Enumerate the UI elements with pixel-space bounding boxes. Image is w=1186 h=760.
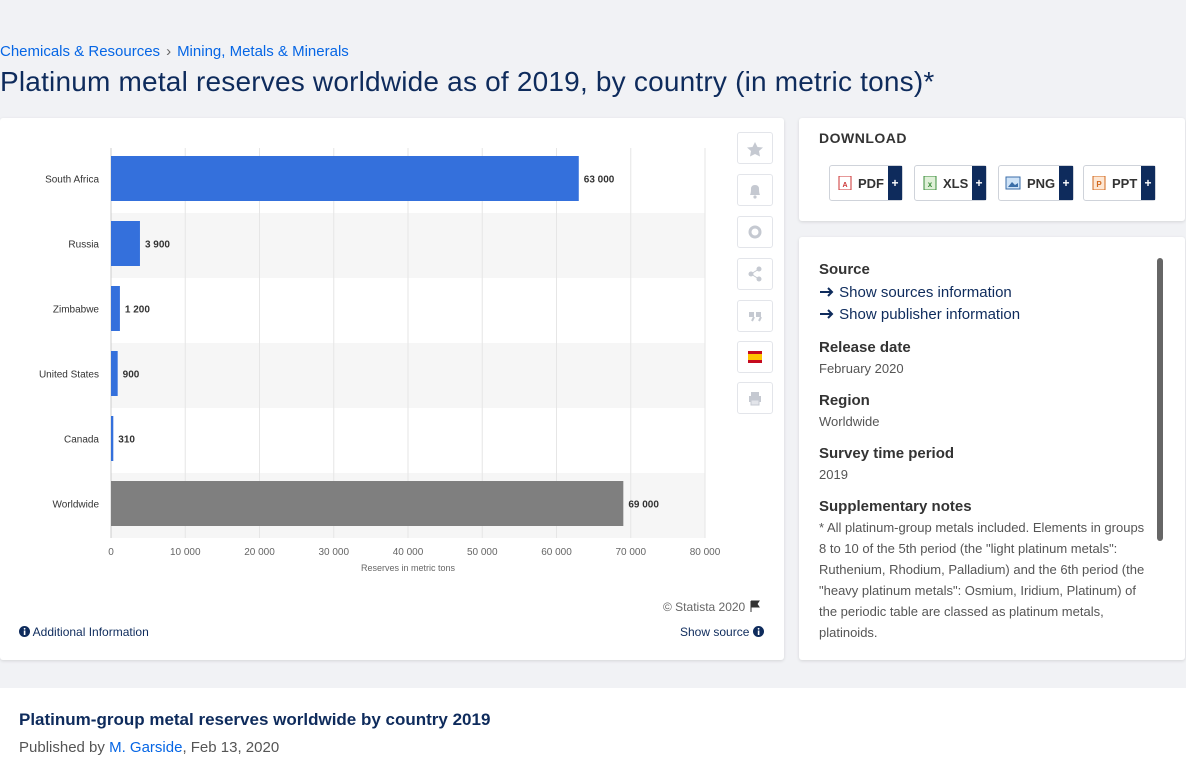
svg-text:A: A (842, 182, 847, 189)
published-prefix: Published by (19, 739, 105, 756)
y-tick-label: Canada (64, 435, 99, 446)
value-label: 1 200 (125, 305, 150, 316)
details-heading: Source (819, 261, 870, 278)
language-button[interactable] (737, 341, 773, 373)
cite-button[interactable] (737, 300, 773, 332)
published-by: Published by M. Garside, Feb 13, 2020 (19, 739, 279, 756)
details-value: * All platinum-group metals included. El… (819, 520, 1145, 640)
scrollbar[interactable] (1157, 258, 1163, 541)
footer-title: Platinum-group metal reserves worldwide … (19, 710, 491, 729)
value-label: 69 000 (628, 500, 659, 511)
details-panel (799, 237, 1185, 660)
x-tick-label: 30 000 (318, 547, 349, 558)
y-tick-label: South Africa (45, 175, 99, 186)
copyright: © Statista 2020 (663, 600, 761, 614)
details-heading: Region (819, 392, 870, 409)
favorite-button[interactable] (737, 132, 773, 164)
print-button[interactable] (737, 382, 773, 414)
author-link[interactable]: M. Garside (109, 739, 183, 756)
value-label: 900 (123, 370, 140, 381)
download-label: XLS (943, 176, 969, 191)
details-value: February 2020 (819, 361, 904, 376)
download-label: PPT (1112, 176, 1138, 191)
details-value: 2019 (819, 467, 848, 482)
bar (111, 481, 624, 526)
download-pdf[interactable]: A PDF + (829, 165, 903, 201)
additional-information-text: Additional Information (32, 625, 149, 639)
chart: 0 10 000 20 000 30 000 40 000 50 000 60 000 70 … (39, 148, 721, 573)
download-ppt[interactable]: P PPT + (1083, 165, 1156, 201)
copyright-text: © Statista 2020 (663, 600, 746, 614)
x-tick-label: 60 000 (541, 547, 572, 558)
details-heading: Supplementary notes (819, 498, 972, 515)
x-tick-label: 80 000 (690, 547, 721, 558)
details-value: Worldwide (819, 414, 880, 429)
bar (111, 286, 120, 331)
download-plus: + (888, 166, 902, 200)
breadcrumb-link[interactable]: Mining, Metals & Minerals (177, 43, 349, 60)
download-label: PDF (858, 176, 884, 191)
publisher-link[interactable]: Show publisher information (819, 306, 1151, 323)
show-source[interactable]: Show source (680, 625, 764, 639)
settings-button[interactable] (737, 216, 773, 248)
download-xls[interactable]: x XLS + (914, 165, 987, 201)
page-title: Platinum metal reserves worldwide as of … (0, 66, 935, 97)
download-png[interactable]: PNG + (998, 165, 1074, 201)
x-tick-label: 0 (108, 547, 114, 558)
breadcrumb-link[interactable]: Chemicals & Resources (0, 43, 161, 60)
footer-panel (0, 688, 1186, 760)
value-label: 3 900 (145, 240, 170, 251)
download-label: PNG (1027, 176, 1056, 191)
svg-text:x: x (928, 180, 933, 189)
download-plus: + (972, 166, 986, 200)
y-tick-label: Zimbabwe (53, 305, 100, 316)
value-label: 63 000 (584, 175, 615, 186)
breadcrumb-separator: › (166, 43, 172, 60)
share-button[interactable] (737, 258, 773, 290)
bar (111, 351, 118, 396)
details-heading: Survey time period (819, 445, 955, 462)
y-tick-label: Worldwide (53, 500, 100, 511)
link-text: Show sources information (839, 284, 1012, 301)
x-tick-label: 20 000 (244, 547, 275, 558)
x-tick-label: 40 000 (393, 547, 424, 558)
y-tick-label: Russia (68, 240, 99, 251)
x-tick-label: 10 000 (170, 547, 201, 558)
x-tick-label: 70 000 (615, 547, 646, 558)
y-tick-label: United States (39, 370, 99, 381)
alert-button[interactable] (737, 174, 773, 206)
value-label: 310 (118, 435, 135, 446)
details-heading: Release date (819, 339, 911, 356)
download-plus: + (1141, 166, 1155, 200)
additional-information[interactable]: Additional Information (19, 625, 149, 639)
show-source-text: Show source (680, 625, 750, 639)
download-heading: DOWNLOAD (819, 130, 907, 146)
svg-text:P: P (1096, 180, 1102, 189)
sources-link[interactable]: Show sources information (819, 284, 1151, 301)
link-text: Show publisher information (839, 306, 1021, 323)
bar (111, 221, 140, 266)
breadcrumb: Chemicals & Resources › Mining, Metals & M… (0, 43, 349, 60)
details-content: Source Show sources information Show pub… (819, 258, 1151, 650)
x-tick-label: 50 000 (467, 547, 498, 558)
bar (111, 416, 114, 461)
x-axis-title: Reserves in metric tons (361, 563, 456, 573)
published-date: , Feb 13, 2020 (182, 739, 280, 756)
bar (111, 156, 579, 201)
download-plus: + (1059, 166, 1073, 200)
